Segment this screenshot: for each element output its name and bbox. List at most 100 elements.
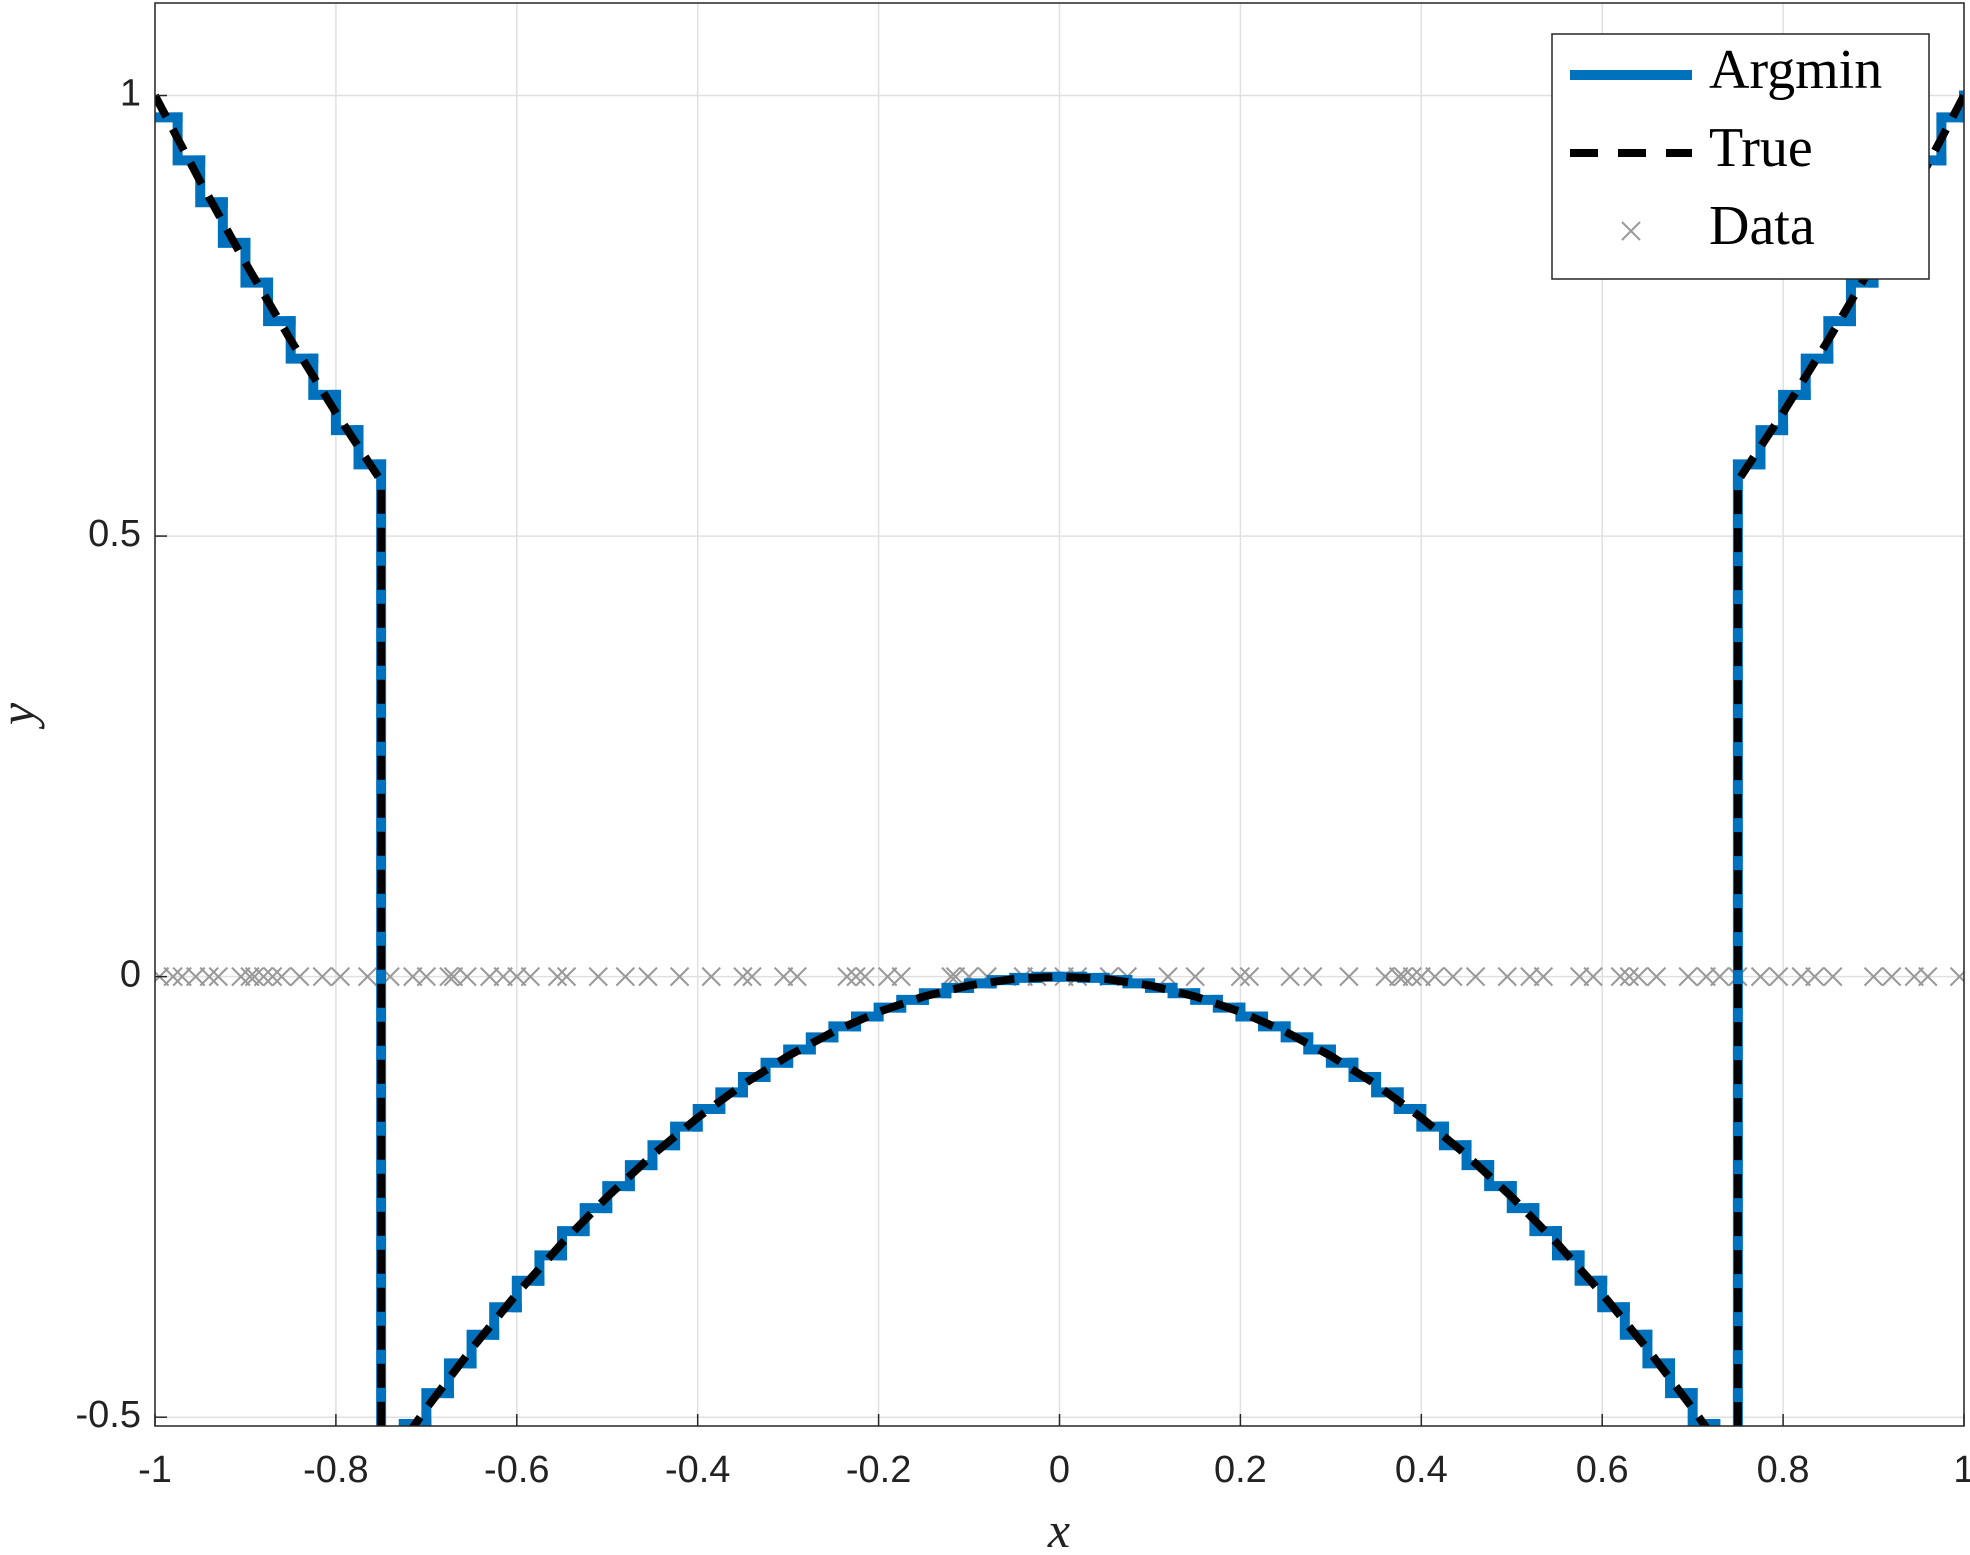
data-point — [312, 966, 333, 987]
y-tick-label: 1 — [120, 73, 141, 115]
data-point — [1610, 966, 1630, 987]
data-point — [733, 966, 753, 987]
ticks: -1 -0.8 -0.6 -0.4 -0.2 0 0.2 0.4 0.6 0.8 1 -0.5 0 0.5… — [76, 73, 1970, 1491]
data-point — [507, 966, 527, 987]
data-point — [520, 966, 541, 987]
data-point — [877, 966, 898, 987]
data-point — [185, 966, 206, 987]
plot-area — [155, 90, 1964, 1426]
data-point — [208, 966, 229, 987]
data-point — [701, 966, 721, 987]
data-point — [1425, 966, 1445, 987]
data-point — [1823, 966, 1843, 987]
data-point — [1465, 966, 1486, 987]
data-point — [1710, 966, 1730, 987]
data-point — [945, 966, 966, 987]
data-point — [1646, 966, 1667, 987]
data-point — [669, 966, 690, 987]
y-tick-label: -0.5 — [76, 1394, 141, 1436]
step — [1778, 389, 1811, 436]
data-point — [199, 966, 219, 987]
data-point — [941, 966, 961, 987]
data-point — [855, 966, 875, 987]
data-point — [1497, 966, 1517, 987]
x-tick-label: -1 — [138, 1449, 172, 1491]
data-point — [231, 966, 251, 987]
legend-label: Data — [1709, 195, 1815, 257]
data-point — [547, 966, 568, 987]
step — [1710, 1418, 1721, 1426]
data-point — [1628, 966, 1649, 987]
data-point — [1863, 966, 1884, 987]
data-point — [1696, 966, 1716, 987]
data-point — [1402, 966, 1422, 987]
data-point — [330, 966, 351, 987]
x-tick-label: -0.8 — [303, 1449, 368, 1491]
data-point — [244, 966, 265, 987]
x-tick-label: -0.6 — [484, 1449, 549, 1491]
data-point — [638, 966, 658, 987]
data-point — [1303, 966, 1323, 987]
step — [240, 237, 274, 288]
x-tick-label: -0.2 — [846, 1449, 911, 1491]
data-point — [443, 966, 464, 987]
data-point — [262, 966, 283, 987]
step — [398, 1418, 432, 1426]
x-tick-label: 0.6 — [1576, 1449, 1629, 1491]
data-point — [1904, 966, 1924, 987]
data-point — [1583, 966, 1603, 987]
data-point — [253, 966, 274, 987]
data-point — [479, 966, 500, 987]
data-point — [172, 966, 192, 987]
data-point — [837, 966, 857, 987]
x-tick-label: 0.2 — [1214, 1449, 1267, 1491]
data-point — [1339, 966, 1359, 987]
data-point — [271, 966, 292, 987]
y-tick-label: 0 — [120, 954, 141, 996]
data-point — [1881, 966, 1902, 987]
x-tick-label: 0 — [1049, 1449, 1070, 1491]
data-point — [1791, 966, 1811, 987]
data-point — [615, 966, 636, 987]
x-tick-label: 0.8 — [1757, 1449, 1810, 1491]
data-point — [439, 966, 459, 987]
legend-label: True — [1709, 117, 1813, 179]
data-point — [556, 966, 577, 987]
x-tick-label: 0.4 — [1395, 1449, 1448, 1491]
data-point — [1158, 966, 1178, 987]
data-point — [163, 966, 183, 987]
data-point — [588, 966, 608, 987]
data-point — [1411, 966, 1432, 987]
x-tick-label: -0.4 — [665, 1449, 730, 1491]
data-point — [773, 966, 794, 987]
data-point — [1805, 966, 1825, 987]
data-point — [1949, 966, 1964, 987]
data-point — [416, 966, 437, 987]
data-point — [1185, 966, 1205, 987]
data-point — [742, 966, 762, 987]
data-point — [240, 966, 260, 987]
data-point — [846, 966, 866, 987]
data-point — [1533, 966, 1554, 987]
data-point — [1678, 966, 1698, 987]
data-point — [493, 966, 513, 987]
data-point — [1520, 966, 1540, 987]
data-point — [1918, 966, 1938, 987]
data-point — [1619, 966, 1640, 987]
data-point — [1375, 966, 1395, 987]
data-point — [1768, 966, 1789, 987]
data-point — [1388, 966, 1409, 987]
data-point — [403, 966, 423, 987]
data-point — [1393, 966, 1413, 987]
data-point — [1239, 966, 1260, 987]
x-tick-label: 1 — [1953, 1449, 1970, 1491]
data-point — [1569, 966, 1590, 987]
data-point — [787, 966, 807, 987]
data-point — [1443, 966, 1463, 987]
data-point — [457, 966, 477, 987]
legend-label: Argmin — [1709, 39, 1882, 101]
legend: Argmin True Data — [1551, 33, 1930, 280]
legend-marker — [1621, 221, 1641, 241]
data-point — [891, 966, 911, 987]
